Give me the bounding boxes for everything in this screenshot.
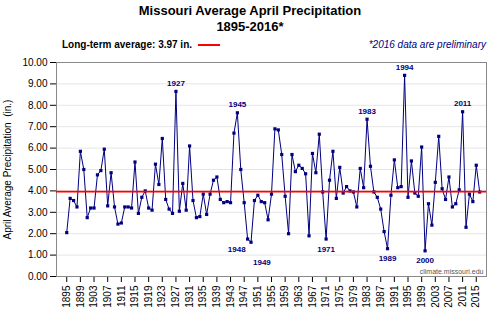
svg-text:1975: 1975: [334, 285, 345, 308]
svg-text:5.00: 5.00: [28, 164, 48, 175]
svg-text:2007: 2007: [443, 285, 454, 308]
svg-text:1995: 1995: [402, 285, 413, 308]
svg-text:1989: 1989: [379, 254, 397, 263]
svg-text:1923: 1923: [156, 285, 167, 308]
svg-text:1959: 1959: [279, 285, 290, 308]
svg-text:1919: 1919: [143, 285, 154, 308]
svg-text:1947: 1947: [238, 285, 249, 308]
svg-text:1935: 1935: [197, 285, 208, 308]
svg-text:2003: 2003: [430, 285, 441, 308]
svg-text:1983: 1983: [358, 107, 376, 116]
svg-text:2000: 2000: [416, 256, 434, 265]
svg-text:9.00: 9.00: [28, 78, 48, 89]
svg-text:1945: 1945: [228, 100, 246, 109]
svg-text:1999: 1999: [416, 285, 427, 308]
svg-text:2011: 2011: [454, 99, 472, 108]
svg-text:1915: 1915: [129, 285, 140, 308]
svg-text:1994: 1994: [396, 63, 414, 72]
svg-text:4.00: 4.00: [28, 185, 48, 196]
svg-text:1895: 1895: [61, 285, 72, 308]
svg-text:1971: 1971: [320, 285, 331, 308]
html-text:1895-2016*: 1895-2016*: [216, 19, 284, 34]
html-text:*2016 data are preliminary: *2016 data are preliminary: [368, 39, 486, 50]
svg-text:1987: 1987: [375, 285, 386, 308]
svg-text:1939: 1939: [211, 285, 222, 308]
svg-text:1903: 1903: [88, 285, 99, 308]
svg-text:1983: 1983: [361, 285, 372, 308]
svg-text:1943: 1943: [225, 285, 236, 308]
svg-text:8.00: 8.00: [28, 100, 48, 111]
svg-text:1967: 1967: [307, 285, 318, 308]
svg-text:1963: 1963: [293, 285, 304, 308]
svg-text:2.00: 2.00: [28, 228, 48, 239]
svg-text:2011: 2011: [457, 285, 468, 307]
svg-text:1991: 1991: [389, 285, 400, 308]
html-text:Long-term average: 3.97 in.: Long-term average: 3.97 in.: [62, 39, 192, 50]
svg-text:10.00: 10.00: [22, 57, 47, 68]
svg-text:1927: 1927: [167, 79, 185, 88]
svg-text:1.00: 1.00: [28, 249, 48, 260]
svg-text:1955: 1955: [266, 285, 277, 308]
svg-text:1907: 1907: [102, 285, 113, 308]
svg-text:6.00: 6.00: [28, 142, 48, 153]
svg-text:3.00: 3.00: [28, 207, 48, 218]
svg-text:1971: 1971: [317, 245, 335, 254]
svg-text:April Average Precipitation (: April Average Precipitation (in.): [2, 100, 13, 240]
svg-text:7.00: 7.00: [28, 121, 48, 132]
svg-text:1948: 1948: [228, 245, 246, 254]
svg-text:1927: 1927: [170, 285, 181, 308]
svg-text:1979: 1979: [348, 285, 359, 308]
svg-text:1931: 1931: [184, 285, 195, 308]
svg-text:1911: 1911: [116, 285, 127, 307]
svg-text:1949: 1949: [253, 258, 271, 267]
svg-text:climate.missouri.edu: climate.missouri.edu: [420, 268, 484, 275]
html-text:Missouri Average April Precipi: Missouri Average April Precipitation: [138, 3, 362, 18]
svg-text:0.00: 0.00: [28, 271, 48, 282]
svg-text:1899: 1899: [75, 285, 86, 308]
svg-text:2015: 2015: [470, 285, 481, 308]
svg-text:1951: 1951: [252, 285, 263, 308]
